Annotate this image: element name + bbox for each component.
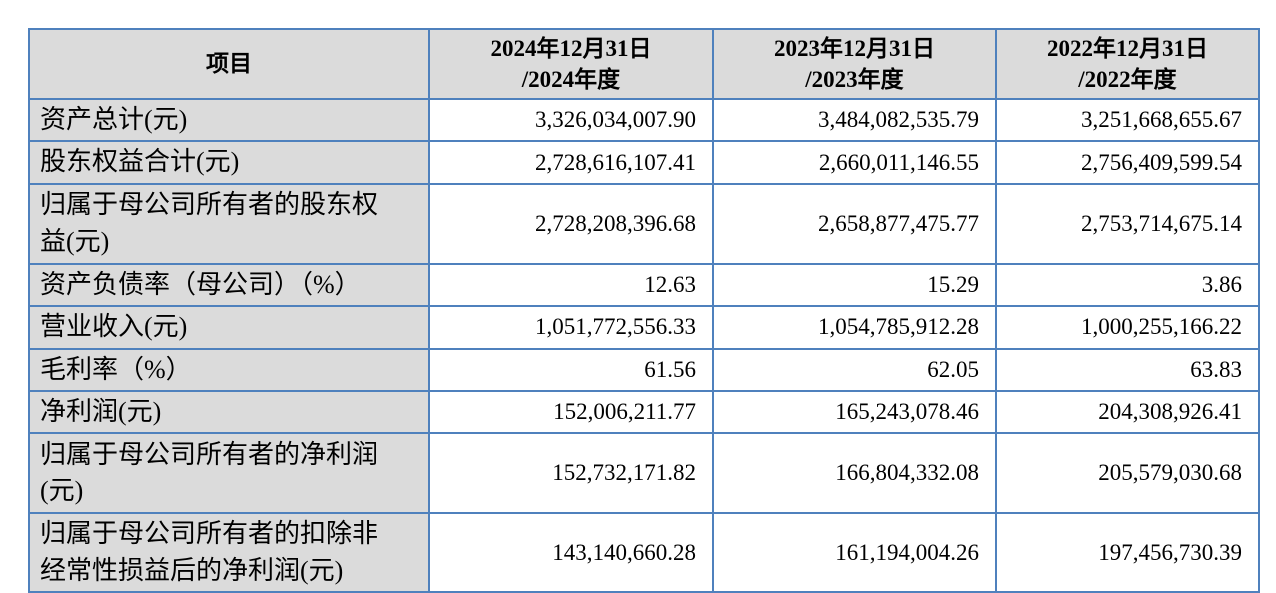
column-header-line1: 项目 [206,51,252,77]
value-2023: 3,484,082,535.79 [712,97,997,143]
value-2023: 1,054,785,912.28 [712,305,997,350]
table-row-equity-attributable-to-parent: 归属于母公司所有者的股东权益(元) 2,728,208,396.68 2,658… [28,182,1260,265]
column-header-line2: /2022年度 [1078,67,1177,92]
row-label: 归属于母公司所有者的股东权益(元) [28,182,430,265]
column-header-line1: 2023年12月31日 [774,35,935,61]
column-header-item: 项目 [28,28,430,100]
value-2024: 1,051,772,556.33 [428,305,714,350]
column-header-line1: 2024年12月31日 [490,35,652,61]
value-2023: 2,660,011,146.55 [712,140,997,185]
value-2022: 2,753,714,675.14 [995,182,1260,265]
column-header-line1: 2022年12月31日 [1047,35,1208,61]
value-2022: 1,000,255,166.22 [995,305,1260,350]
value-2024: 152,732,171.82 [428,432,714,515]
column-header-line2: /2023年度 [805,67,904,92]
row-label: 股东权益合计(元) [28,140,430,185]
table-row-debt-ratio: 资产负债率（母公司）（%） 12.63 15.29 3.86 [28,262,1260,308]
table-row-net-profit-after-non-recurring: 归属于母公司所有者的扣除非经常性损益后的净利润(元) 143,140,660.2… [28,512,1260,593]
value-2023: 62.05 [712,347,997,392]
row-label: 营业收入(元) [28,305,430,350]
column-header-2023: 2023年12月31日 /2023年度 [712,28,997,100]
table-row-gross-margin: 毛利率（%） 61.56 62.05 63.83 [28,347,1260,392]
column-header-2024: 2024年12月31日 /2024年度 [428,28,714,100]
value-2024: 152,006,211.77 [428,389,714,435]
column-header-line2: /2024年度 [521,67,621,92]
value-2022: 204,308,926.41 [995,389,1260,435]
value-2023: 166,804,332.08 [712,432,997,515]
table-row-total-assets: 资产总计(元) 3,326,034,007.90 3,484,082,535.7… [28,97,1260,143]
value-2024: 143,140,660.28 [428,512,714,593]
value-2024: 3,326,034,007.90 [428,97,714,143]
value-2022: 63.83 [995,347,1260,392]
table-row-operating-revenue: 营业收入(元) 1,051,772,556.33 1,054,785,912.2… [28,305,1260,350]
financial-summary-table: 项目 2024年12月31日 /2024年度 2023年12月31日 /2023… [28,28,1260,593]
table-row-total-equity: 股东权益合计(元) 2,728,616,107.41 2,660,011,146… [28,140,1260,185]
row-label: 归属于母公司所有者的扣除非经常性损益后的净利润(元) [28,512,430,593]
row-label: 资产总计(元) [28,97,430,143]
value-2022: 3,251,668,655.67 [995,97,1260,143]
value-2023: 2,658,877,475.77 [712,182,997,265]
value-2024: 61.56 [428,347,714,392]
value-2022: 197,456,730.39 [995,512,1260,593]
row-label: 净利润(元) [28,389,430,435]
table-row-net-profit: 净利润(元) 152,006,211.77 165,243,078.46 204… [28,389,1260,435]
value-2022: 3.86 [995,262,1260,308]
column-header-2022: 2022年12月31日 /2022年度 [995,28,1260,100]
value-2022: 205,579,030.68 [995,432,1260,515]
value-2022: 2,756,409,599.54 [995,140,1260,185]
value-2023: 165,243,078.46 [712,389,997,435]
value-2024: 2,728,616,107.41 [428,140,714,185]
value-2023: 15.29 [712,262,997,308]
table-header-row: 项目 2024年12月31日 /2024年度 2023年12月31日 /2023… [28,28,1260,100]
row-label: 归属于母公司所有者的净利润(元) [28,432,430,515]
row-label: 毛利率（%） [28,347,430,392]
value-2024: 2,728,208,396.68 [428,182,714,265]
table-row-net-profit-attributable-to-parent: 归属于母公司所有者的净利润(元) 152,732,171.82 166,804,… [28,432,1260,515]
row-label: 资产负债率（母公司）（%） [28,262,430,308]
value-2024: 12.63 [428,262,714,308]
value-2023: 161,194,004.26 [712,512,997,593]
